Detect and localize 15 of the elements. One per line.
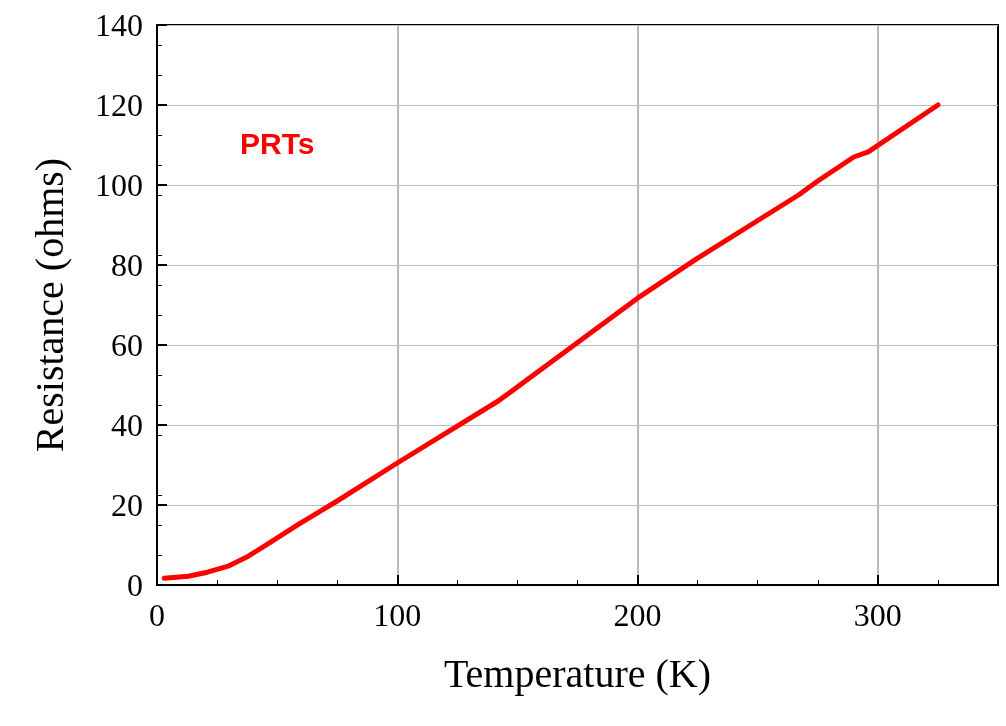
x-tick-label: 200	[613, 597, 662, 633]
x-tick-label: 300	[853, 597, 902, 633]
annotation: PRTs	[240, 126, 315, 160]
y-tick-label: 20	[111, 487, 143, 523]
x-tick-label: 0	[149, 597, 165, 633]
y-axis-title: Resistance (ohms)	[26, 157, 72, 453]
y-tick-label: 40	[111, 407, 143, 443]
y-tick-label: 80	[111, 247, 143, 283]
x-tick-label: 100	[373, 597, 422, 633]
y-tick-label: 100	[95, 167, 143, 203]
y-tick-label: 60	[111, 327, 143, 363]
y-tick-label: 140	[95, 7, 143, 43]
y-tick-label: 0	[127, 567, 143, 603]
x-axis-title: Temperature (K)	[443, 650, 712, 696]
y-tick-label: 120	[95, 87, 143, 123]
